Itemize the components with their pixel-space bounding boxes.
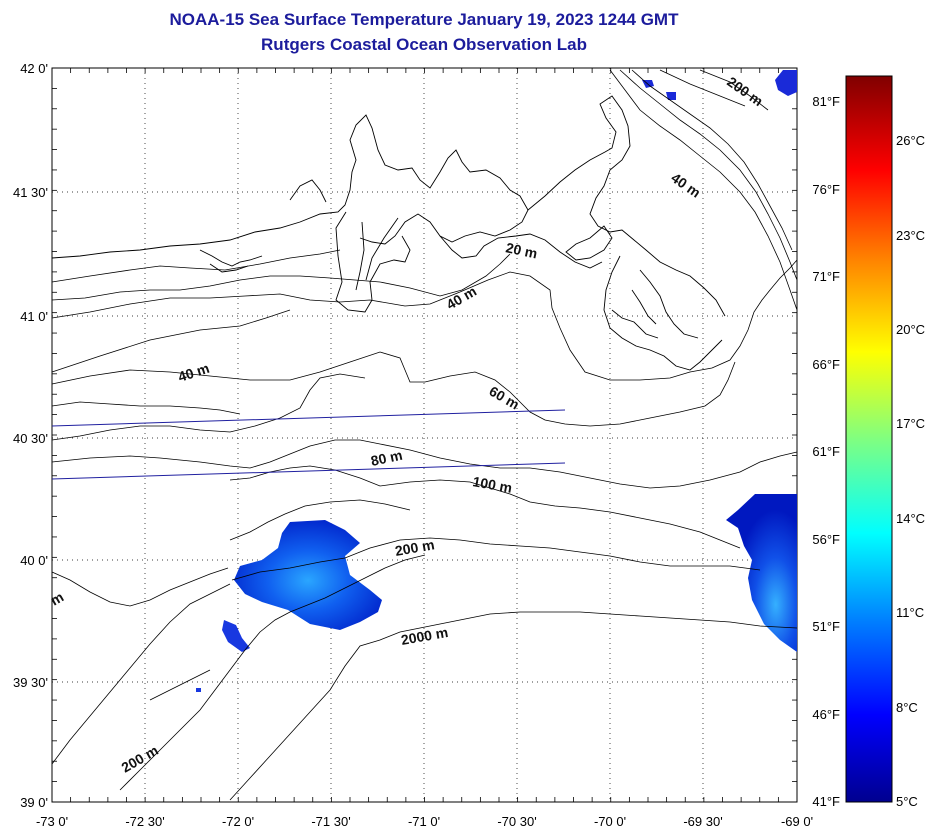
colorbar-c-label: 11°C <box>896 605 924 620</box>
colorbar-f-label: 81°F <box>812 94 840 109</box>
sst-patch-shelf-break <box>196 520 382 692</box>
lat-label: 39 30' <box>13 675 48 690</box>
map-title: NOAA-15 Sea Surface Temperature January … <box>169 10 679 29</box>
lon-label: -71 30' <box>311 814 350 829</box>
colorbar-c-label: 14°C <box>896 511 925 526</box>
map-frame <box>51 67 798 803</box>
colorbar-f-label: 76°F <box>812 182 840 197</box>
lon-label: -73 0' <box>36 814 68 829</box>
lon-label: -69 30' <box>683 814 722 829</box>
contour-label: 200 m <box>394 536 436 559</box>
coastline <box>51 95 726 371</box>
colorbar-c-label: 20°C <box>896 322 925 337</box>
colorbar-c-labels: 26°C 23°C 20°C 17°C 14°C 11°C 8°C 5°C <box>896 133 925 809</box>
lat-label: 40 0' <box>20 553 48 568</box>
colorbar-f-labels: 81°F 76°F 71°F 66°F 61°F 56°F 51°F 46°F … <box>812 94 840 809</box>
lon-label: -70 0' <box>594 814 626 829</box>
colorbar-c-label: 26°C <box>896 133 925 148</box>
bathymetry-contours <box>51 69 798 801</box>
lon-label: -71 0' <box>408 814 440 829</box>
lat-grid-lines <box>52 191 797 683</box>
sst-patch-east <box>726 494 797 652</box>
contour-label: 20 m <box>504 239 539 261</box>
colorbar: 81°F 76°F 71°F 66°F 61°F 56°F 51°F 46°F … <box>812 75 925 809</box>
map-subtitle: Rutgers Coastal Ocean Observation Lab <box>261 35 587 54</box>
colorbar-c-label: 5°C <box>896 794 918 809</box>
swath-lines <box>51 409 566 480</box>
lat-label: 41 30' <box>13 185 48 200</box>
lat-label: 41 0' <box>20 309 48 324</box>
lat-labels: 42 0' 41 30' 41 0' 40 30' 40 0' 39 30' 3… <box>13 61 48 810</box>
colorbar-f-label: 66°F <box>812 357 840 372</box>
colorbar-f-label: 71°F <box>812 269 840 284</box>
contour-label: 80 m <box>369 447 404 469</box>
lat-label: 39 0' <box>20 795 48 810</box>
colorbar-c-label: 17°C <box>896 416 925 431</box>
contour-label: 100 m <box>471 473 513 496</box>
lon-label: -72 0' <box>222 814 254 829</box>
lat-label: 42 0' <box>20 61 48 76</box>
colorbar-c-label: 23°C <box>896 228 925 243</box>
colorbar-f-label: 41°F <box>812 794 840 809</box>
lon-label: -69 0' <box>781 814 813 829</box>
lon-labels: -73 0' -72 30' -72 0' -71 30' -71 0' -70… <box>36 814 813 829</box>
colorbar-bar <box>845 75 893 803</box>
colorbar-f-label: 51°F <box>812 619 840 634</box>
lat-label: 40 30' <box>13 431 48 446</box>
colorbar-c-label: 8°C <box>896 700 918 715</box>
colorbar-f-label: 61°F <box>812 444 840 459</box>
lon-label: -72 30' <box>125 814 164 829</box>
lon-label: -70 30' <box>497 814 536 829</box>
colorbar-f-label: 56°F <box>812 532 840 547</box>
colorbar-f-label: 46°F <box>812 707 840 722</box>
